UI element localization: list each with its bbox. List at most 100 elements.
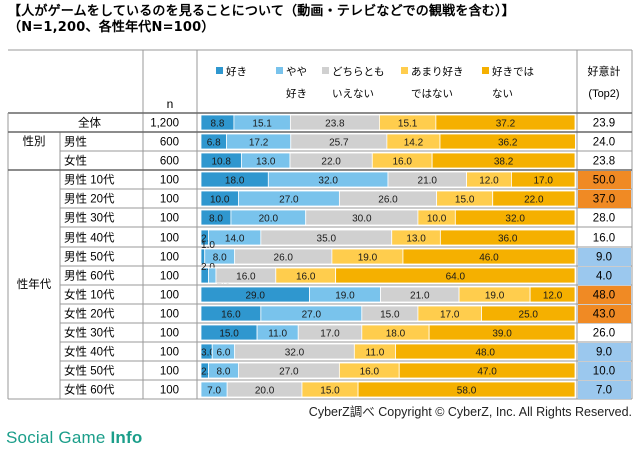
bar-value-label: 20.0 <box>259 214 279 225</box>
n-column-header: n <box>167 97 174 111</box>
row-n: 100 <box>160 290 179 302</box>
bar-value-label: 22.0 <box>321 157 341 168</box>
bar-value-label: 47.0 <box>477 367 497 378</box>
bar-segment <box>511 171 576 188</box>
row-label: 女性 30代 <box>64 326 115 340</box>
bar-segment <box>398 362 576 379</box>
row-top2: 16.0 <box>593 233 615 245</box>
chart-title: 【人がゲームをしているのを見ることについて（動画・テレビなどでの観戦を含む）】 … <box>8 4 515 36</box>
score-highlight <box>578 267 631 285</box>
bar-value-label: 17.0 <box>440 310 460 321</box>
row-top2: 26.0 <box>593 328 615 340</box>
bar-value-label: 10.0 <box>427 214 447 225</box>
watermark-part1: Social Game <box>6 428 111 447</box>
row-label: 女性 50代 <box>64 364 115 378</box>
bar-value-label: 16.0 <box>236 272 256 283</box>
row-top2: 10.0 <box>593 366 615 378</box>
score-highlight <box>578 381 631 399</box>
bar-segment <box>435 114 576 131</box>
bar-value-label: 39.0 <box>492 329 512 340</box>
row-top2: 9.0 <box>596 347 612 359</box>
legend-label: 好きでは <box>492 66 534 78</box>
bar-value-label: 36.2 <box>498 138 518 149</box>
copyright-text: CyberZ調べ Copyright © CyberZ, Inc. All Ri… <box>308 405 632 419</box>
score-highlight <box>578 248 631 266</box>
bar-value-label: 20.0 <box>255 386 275 397</box>
bar-value-label: 36.0 <box>498 234 518 245</box>
row-n: 600 <box>160 137 179 149</box>
bar-value-label: 15.1 <box>252 119 272 130</box>
bar-value-label: 10.0 <box>210 195 230 206</box>
bar-value-label: 27.0 <box>302 310 322 321</box>
row-n: 100 <box>160 194 179 206</box>
legend-label: どちらとも <box>332 66 385 78</box>
bar-value-label: 3.0 <box>201 348 215 359</box>
bar-value-label: 7.0 <box>207 386 221 397</box>
row-top2: 48.0 <box>593 290 615 302</box>
bar-value-label: 21.0 <box>410 291 430 302</box>
bar-value-label: 26.0 <box>274 253 294 264</box>
bar-value-label: 25.0 <box>519 310 539 321</box>
bar-value-label: 15.1 <box>398 119 418 130</box>
bar-value-label: 27.0 <box>279 195 299 206</box>
score-highlight <box>578 305 631 323</box>
legend-swatch <box>401 67 408 74</box>
bar-value-label: 11.0 <box>268 329 287 340</box>
row-n: 100 <box>160 309 179 321</box>
legend-swatch <box>276 67 283 74</box>
bar-value-label: 15.0 <box>320 386 340 397</box>
title-line-2: （N=1,200、各性年代N=100） <box>8 20 215 35</box>
bar-value-label: 58.0 <box>457 386 477 397</box>
bar-value-label: 29.0 <box>245 291 265 302</box>
row-top2: 7.0 <box>596 385 612 397</box>
group-label-age: 性年代 <box>17 277 52 291</box>
bar-value-label: 6.8 <box>207 138 221 149</box>
legend-swatch <box>216 67 223 74</box>
bar-value-label: 8.0 <box>209 214 223 225</box>
row-label: 男性 60代 <box>64 269 115 283</box>
bar-value-label: 32.0 <box>318 176 338 187</box>
bar-segment <box>402 248 576 265</box>
legend-swatch <box>322 67 329 74</box>
row-label: 男性 <box>64 135 87 149</box>
bar-value-label: 32.0 <box>505 214 525 225</box>
bar-value-label: 19.0 <box>358 253 378 264</box>
bar-value-label: 10.8 <box>211 157 231 168</box>
bar-value-label: 8.0 <box>216 367 230 378</box>
bar-value-label: 35.0 <box>317 234 337 245</box>
bar-value-label: 19.0 <box>335 291 355 302</box>
bar-value-label: 8.8 <box>211 119 225 130</box>
group-label-gender: 性別 <box>23 134 46 148</box>
row-label: 男性 20代 <box>64 192 115 206</box>
bar-value-label: 46.0 <box>479 253 499 264</box>
row-n: 100 <box>160 347 179 359</box>
bar-value-label: 32.0 <box>285 348 305 359</box>
row-label: 全体 <box>78 116 101 130</box>
bar-value-label: 17.2 <box>249 138 269 149</box>
bar-value-label: 15.0 <box>455 195 475 206</box>
legend-label: ではない <box>411 88 453 100</box>
bar-value-label: 25.7 <box>329 138 349 149</box>
bar-value-label: 38.2 <box>494 157 514 168</box>
bar-segment <box>208 267 217 284</box>
bar-value-label: 13.0 <box>256 157 276 168</box>
row-label: 女性 20代 <box>64 307 115 321</box>
stacked-bar-chart: n好き やや好きどちらともいえないあまり好きではない好きではない好意計(Top2)… <box>7 49 633 400</box>
score-header: 好意計 <box>588 64 621 78</box>
bar-segment <box>335 267 576 284</box>
bar-value-label: 30.0 <box>352 214 372 225</box>
row-n: 100 <box>160 366 179 378</box>
bar-value-label: 37.2 <box>496 119 516 130</box>
bar-value-label: 17.0 <box>320 329 340 340</box>
bar-value-label: 11.0 <box>366 348 385 359</box>
bar-value-label: 23.8 <box>325 119 345 130</box>
row-n: 100 <box>160 233 179 245</box>
bar-value-label: 18.0 <box>225 176 245 187</box>
score-highlight <box>578 286 631 304</box>
row-n: 100 <box>160 213 179 225</box>
bar-value-label: 14.2 <box>404 138 424 149</box>
bar-value-label: 12.0 <box>479 176 499 187</box>
row-label: 男性 10代 <box>64 173 115 187</box>
bar-value-label: 21.0 <box>418 176 438 187</box>
row-top2: 24.0 <box>593 137 615 149</box>
